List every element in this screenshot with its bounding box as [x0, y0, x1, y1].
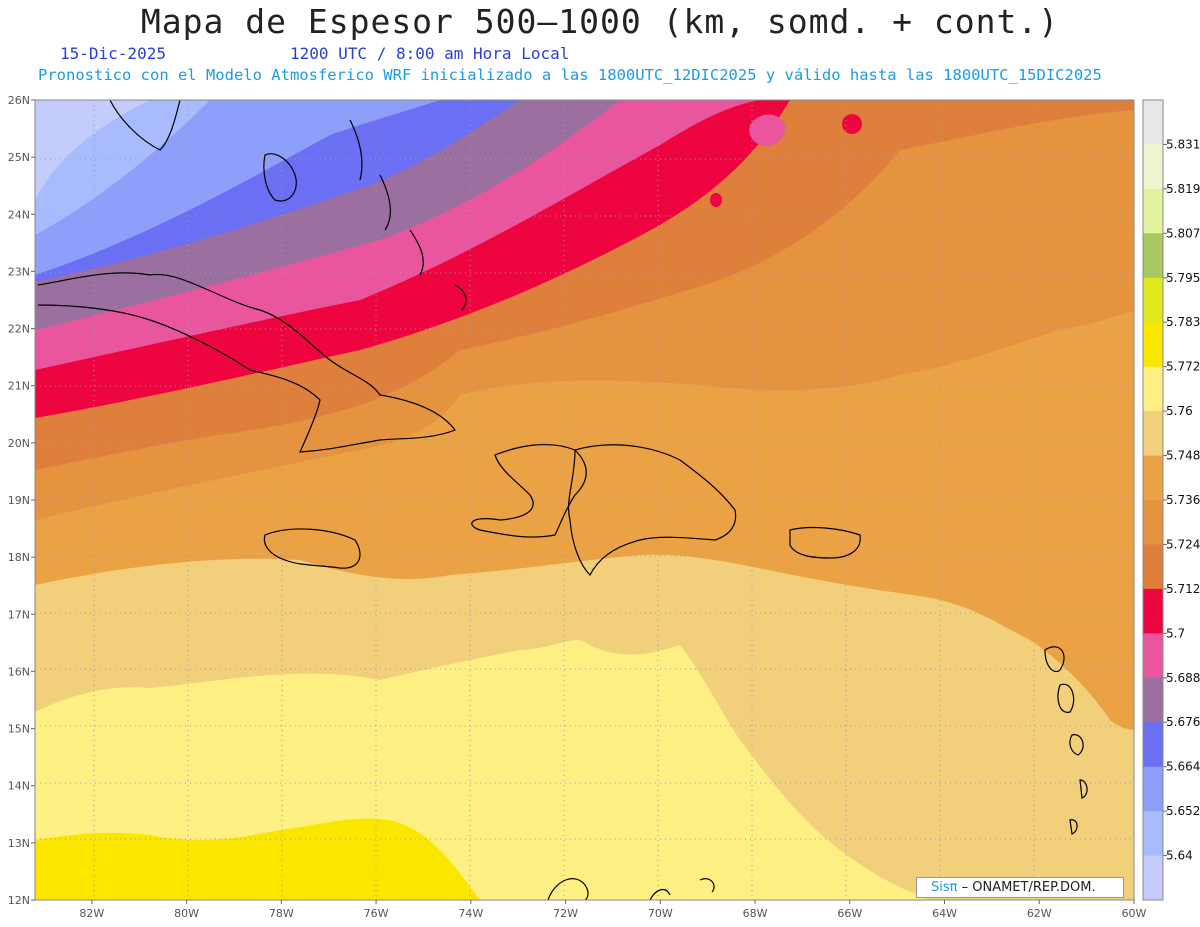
lon-label: 82W [79, 907, 104, 920]
jamaica-outline [263, 528, 361, 569]
lat-label: 26N [8, 94, 30, 107]
colorbar-label: 5.664 [1166, 760, 1200, 774]
colorbar-swatch [1143, 766, 1163, 812]
colorbar-label: 5.795 [1166, 271, 1200, 285]
colorbar-swatch [1143, 588, 1163, 634]
forecast-time: 1200 UTC / 8:00 am Hora Local [290, 44, 570, 63]
lat-label: 12N [8, 894, 30, 907]
colorbar-swatch [1143, 855, 1163, 901]
colorbar-label: 5.819 [1166, 182, 1200, 196]
colorbar-label: 5.712 [1166, 582, 1200, 596]
lat-label: 23N [8, 265, 30, 278]
coastlines [37, 99, 1088, 901]
colorbar-swatch [1143, 455, 1163, 501]
colorbar-swatch [1143, 366, 1163, 412]
colorbar-label: 5.76 [1166, 404, 1193, 418]
lat-label: 13N [8, 837, 30, 850]
colorbar-swatch [1143, 500, 1163, 545]
colorbar-label: 5.807 [1166, 226, 1200, 240]
forecast-date: 15-Dic-2025 [60, 44, 166, 63]
credit-box: Sisπ – ONAMET/REP.DOM. [916, 877, 1124, 898]
credit-brand: Sisπ [931, 880, 958, 895]
credit-org: – ONAMET/REP.DOM. [961, 880, 1096, 895]
puerto-rico-outline [789, 526, 861, 559]
colorbar-label: 5.783 [1166, 315, 1200, 329]
lat-label: 24N [8, 208, 30, 221]
lat-label: 22N [8, 323, 30, 336]
cuba-outline [37, 272, 456, 453]
colorbar: 5.831 5.819 5.807 5.795 5.783 5.772 5.76 5.748 5… [1143, 100, 1200, 901]
map-title: Mapa de Espesor 500—1000 (km, somd. + co… [140, 2, 1060, 41]
colorbar-swatch [1143, 322, 1163, 368]
lon-label: 80W [174, 907, 199, 920]
forecast-description: Pronostico con el Modelo Atmosferico WRF… [38, 66, 1102, 84]
lon-label: 68W [743, 907, 768, 920]
colorbar-swatch [1143, 677, 1163, 723]
lat-label: 19N [8, 494, 30, 507]
band-5783 [35, 818, 480, 900]
lat-label: 14N [8, 780, 30, 793]
lon-label: 60W [1122, 907, 1147, 920]
map-grid [35, 100, 1134, 900]
lat-label: 16N [8, 665, 30, 678]
colorbar-label: 5.7 [1166, 626, 1185, 640]
warm-spot [749, 114, 786, 147]
lon-label: 64W [932, 907, 957, 920]
colorbar-swatch [1143, 544, 1163, 590]
lon-label: 70W [648, 907, 673, 920]
south-america-outline [547, 878, 715, 901]
colorbar-label: 5.724 [1166, 537, 1200, 551]
lat-label: 15N [8, 723, 30, 736]
longitude-labels: 82W 80W 78W 76W 74W 72W 70W 68W 66W 64W 62W 60W [79, 900, 1147, 920]
lon-label: 78W [269, 907, 294, 920]
colorbar-swatch [1143, 811, 1163, 857]
colorbar-swatch [1143, 233, 1163, 279]
colorbar-swatch [1143, 188, 1163, 234]
florida-outline [109, 99, 181, 151]
colorbar-frame [1142, 99, 1164, 901]
lat-label: 25N [8, 151, 30, 164]
lon-label: 72W [553, 907, 578, 920]
colorbar-swatch [1143, 277, 1163, 323]
colorbar-swatch [1143, 144, 1163, 190]
colorbar-label: 5.688 [1166, 671, 1200, 685]
lon-label: 66W [837, 907, 862, 920]
colorbar-label: 5.676 [1166, 715, 1200, 729]
andros-outline [263, 153, 297, 202]
lat-label: 20N [8, 437, 30, 450]
lat-label: 17N [8, 608, 30, 621]
dr-outline [568, 444, 737, 577]
bahamas-outline [349, 119, 467, 311]
lat-label: 21N [8, 380, 30, 393]
lon-label: 62W [1027, 907, 1052, 920]
colorbar-label: 5.831 [1166, 137, 1200, 151]
lat-label: 18N [8, 551, 30, 564]
lon-label: 76W [364, 907, 389, 920]
colorbar-label: 5.652 [1166, 804, 1200, 818]
lon-label: 74W [458, 907, 483, 920]
colorbar-swatch [1143, 100, 1163, 145]
lesser-antilles-outline [1044, 646, 1088, 835]
colorbar-label: 5.772 [1166, 360, 1200, 374]
colorbar-swatch [1143, 411, 1163, 457]
colorbar-swatch [1143, 633, 1163, 679]
warm-spot [710, 193, 722, 207]
warm-spot [842, 114, 862, 134]
colorbar-swatch [1143, 722, 1163, 768]
colorbar-label: 5.736 [1166, 493, 1200, 507]
colorbar-label: 5.64 [1166, 849, 1193, 863]
latitude-labels: 26N 25N 24N 23N 22N 21N 20N 19N 18N 17N 16N 15N 14N 1… [8, 94, 35, 907]
colorbar-label: 5.748 [1166, 449, 1200, 463]
